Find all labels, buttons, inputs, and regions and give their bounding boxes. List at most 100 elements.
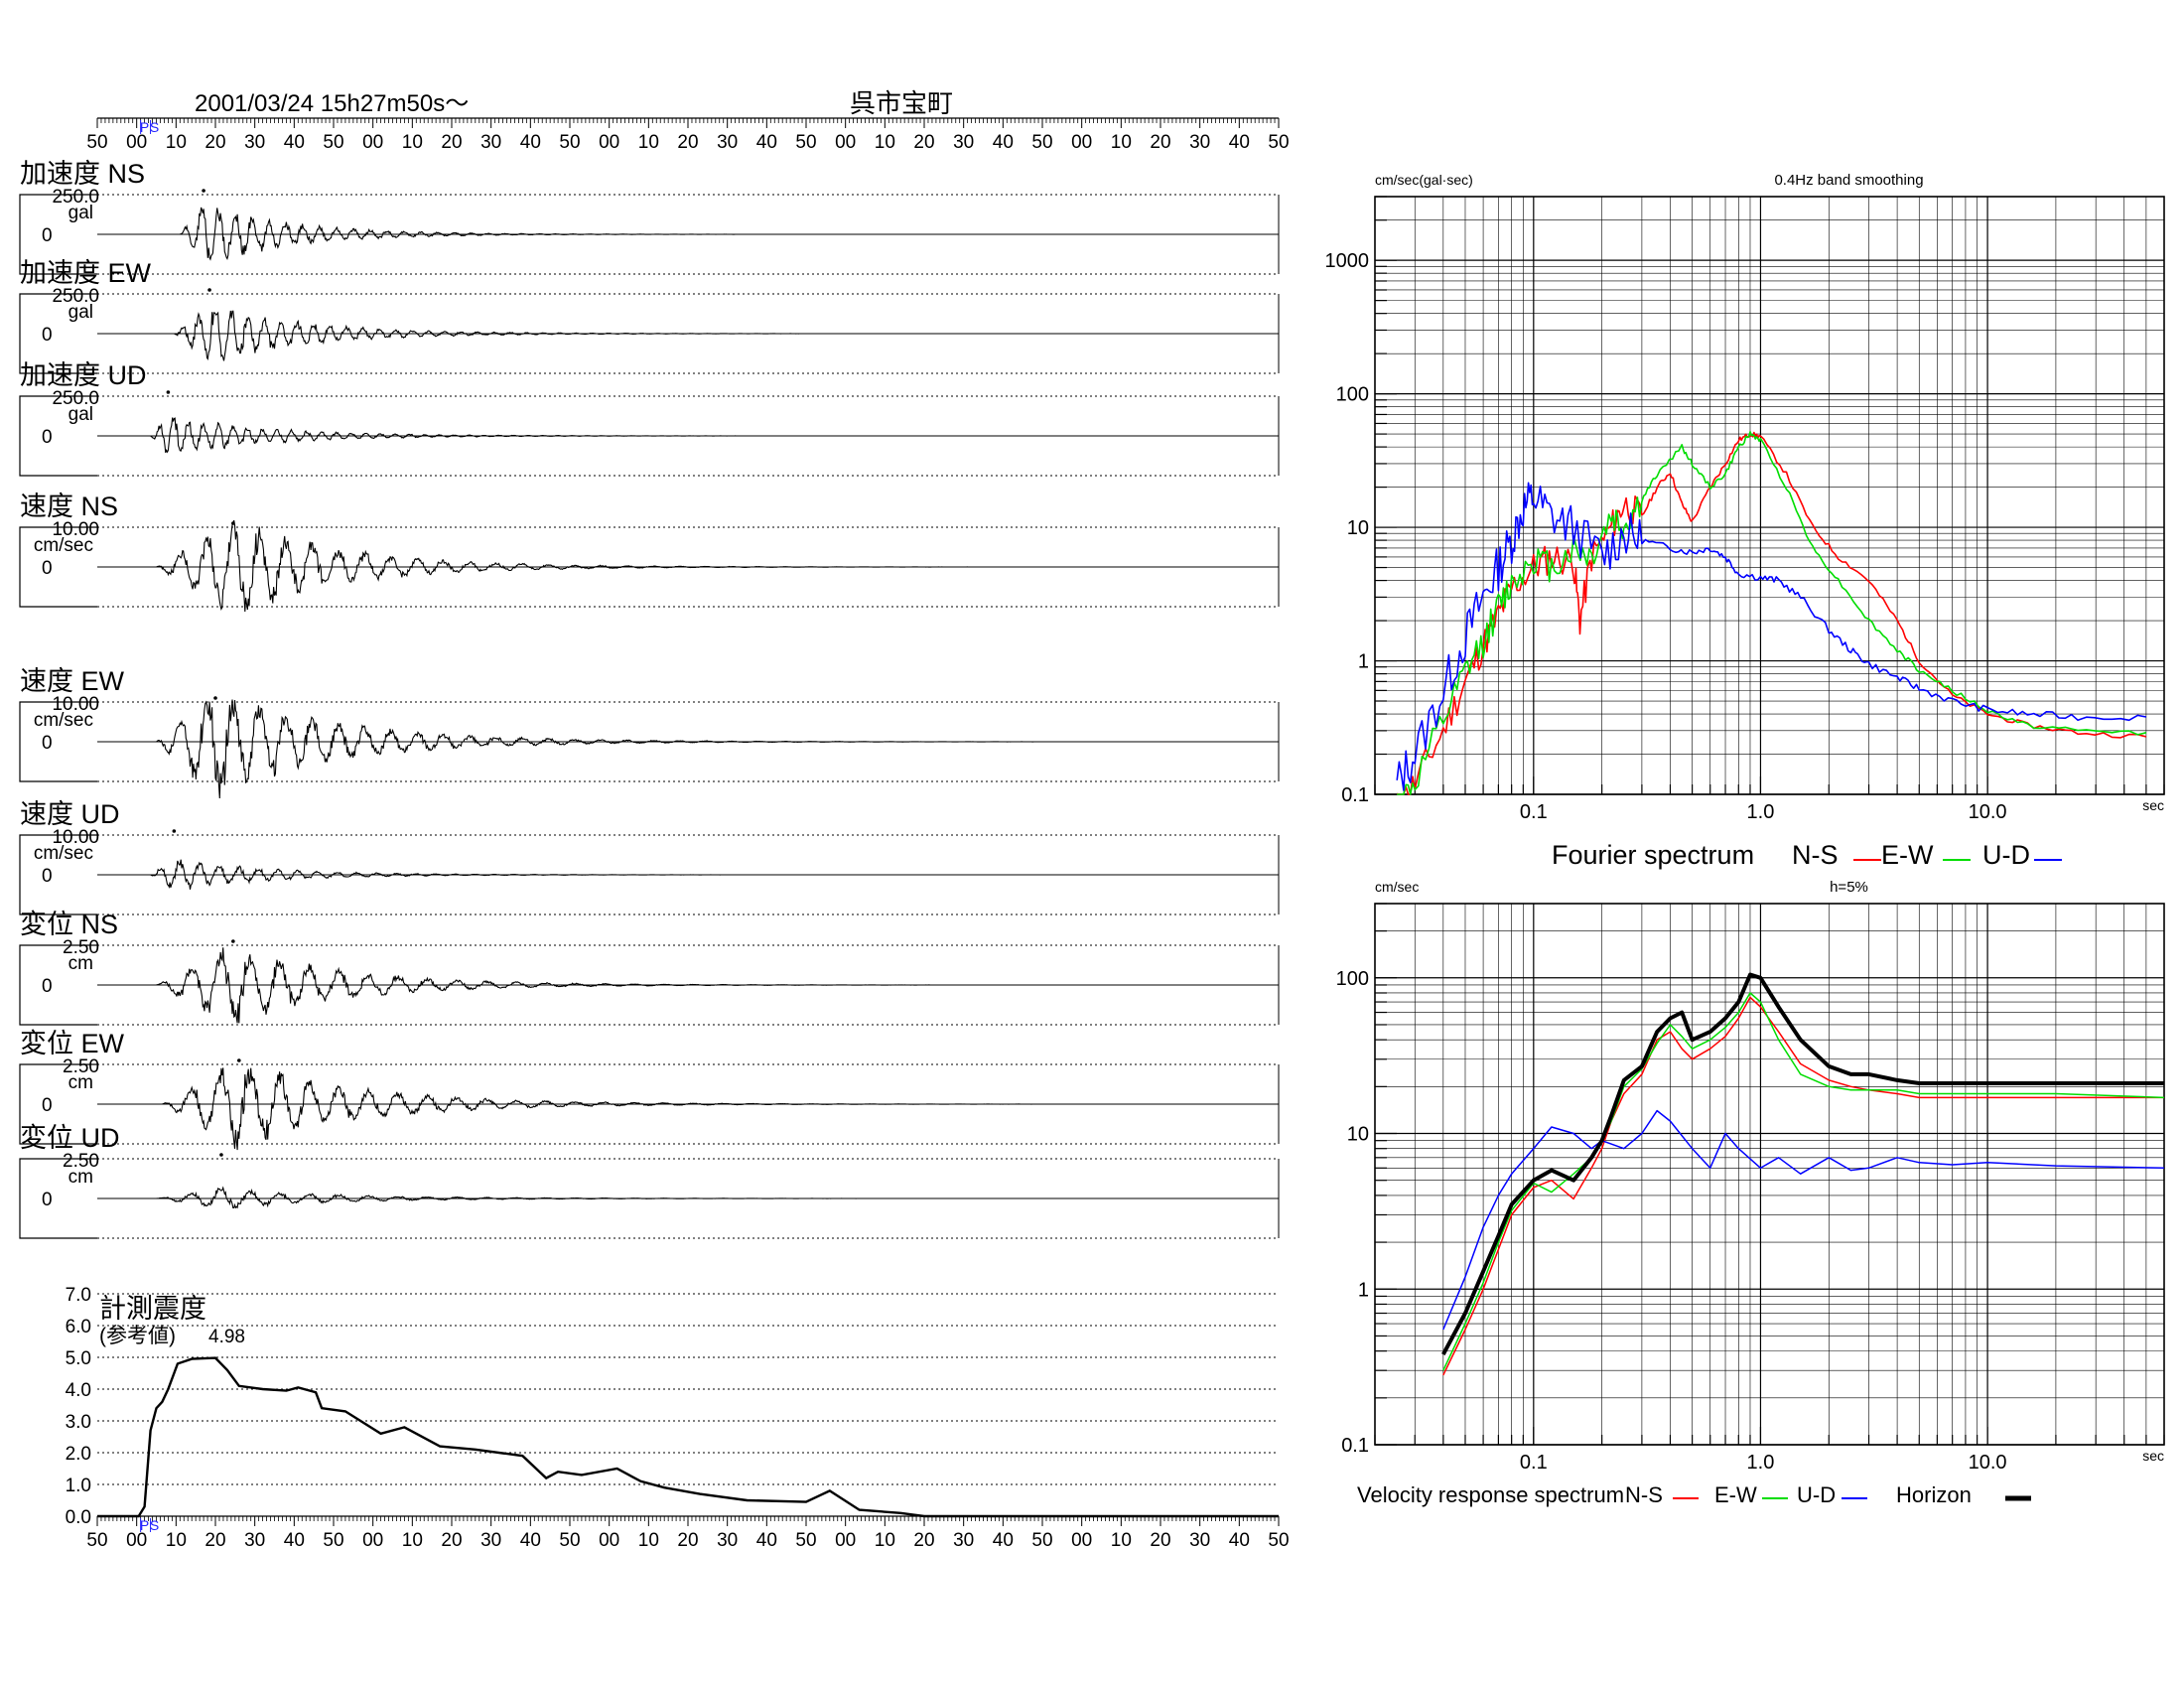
- waveform-title: 加速度 UD: [20, 360, 147, 390]
- spectrum-x-tick-label: 0.1: [1520, 1452, 1548, 1474]
- intensity-curve: [97, 1356, 1279, 1518]
- time-axis-tick-label: 40: [284, 1530, 305, 1551]
- p-wave-marker: P: [140, 1517, 149, 1533]
- spectrum-y-tick-label: 0.1: [1341, 1435, 1369, 1457]
- time-axis-tick-label: 30: [717, 1530, 738, 1551]
- waveform-bracket: [19, 293, 97, 374]
- spectrum-x-tick-label: 0.1: [1520, 801, 1548, 823]
- waveform-bracket: [19, 701, 97, 782]
- waveform-unit: gal: [68, 203, 93, 223]
- time-axis-tick-label: 10: [1111, 132, 1132, 153]
- waveform-unit: cm/sec: [34, 843, 93, 864]
- waveform-bracket: [19, 395, 97, 477]
- waveform-title: 速度 EW: [20, 666, 125, 696]
- waveform-title: 変位 EW: [20, 1029, 125, 1058]
- time-axis-tick-label: 40: [756, 132, 777, 153]
- time-axis-bottom: 50 00 10 20 30 40 50 00 10 20 30 40 50 00 10 20 30 40 50 00…: [86, 1515, 1290, 1551]
- waveform-trace: [97, 1186, 1279, 1209]
- time-axis-tick-label: 40: [993, 132, 1014, 153]
- spectrum-y-tick-label: 100: [1336, 968, 1369, 990]
- p-wave-marker: P: [140, 119, 149, 135]
- time-axis-tick-label: 30: [953, 132, 974, 153]
- time-axis-tick-label: 40: [520, 132, 541, 153]
- spectrum-y-label: cm/sec(gal·sec): [1375, 172, 1473, 188]
- spectrum-top-note: h=5%: [1830, 879, 1868, 896]
- time-axis-tick-label: 00: [599, 132, 619, 153]
- time-axis-tick-label: 50: [86, 132, 107, 153]
- fourier-legend-label: E-W: [1881, 840, 1934, 870]
- waveform-title: 速度 UD: [20, 799, 120, 829]
- intensity-tick-label: 1.0: [66, 1476, 91, 1496]
- waveform-unit: gal: [68, 404, 93, 425]
- time-axis-tick-label: 50: [559, 1530, 580, 1551]
- time-axis-tick-label: 50: [1031, 1530, 1052, 1551]
- time-axis-tick-label: 50: [559, 132, 580, 153]
- time-axis-tick-label: 20: [913, 132, 934, 153]
- intensity-tick-label: 3.0: [66, 1412, 91, 1433]
- time-axis-tick-label: 20: [1150, 132, 1170, 153]
- time-axis-tick-label: 30: [480, 132, 501, 153]
- time-axis-tick-label: 30: [1189, 1530, 1210, 1551]
- time-axis-tick-label: 00: [835, 132, 856, 153]
- waveform-max-label: 2.50: [63, 1151, 99, 1172]
- velocity-legend-label: Horizon: [1896, 1482, 1972, 1507]
- spectrum-series-line: [1396, 482, 2147, 791]
- time-axis-tick-label: 40: [1229, 132, 1250, 153]
- spectrum-x-tick-label: 10.0: [1969, 1452, 2007, 1474]
- time-axis-tick-label: 50: [795, 132, 816, 153]
- waveform-trace: [97, 519, 1279, 613]
- time-axis-tick-label: 40: [993, 1530, 1014, 1551]
- waveform-max-label: 250.0: [52, 286, 99, 307]
- time-axis-tick-label: 50: [86, 1530, 107, 1551]
- spectrum-y-tick-label: 1000: [1325, 250, 1370, 272]
- spectrum-y-tick-label: 10: [1347, 1124, 1369, 1146]
- waveform-max-label: 250.0: [52, 388, 99, 409]
- waveform-bracket: [19, 526, 97, 608]
- time-axis-tick-label: 40: [756, 1530, 777, 1551]
- time-axis-tick-label: 20: [913, 1530, 934, 1551]
- time-axis-tick-label: 10: [875, 1530, 895, 1551]
- velocity-legend-label: N-S: [1625, 1482, 1663, 1507]
- waveform-unit: cm/sec: [34, 535, 93, 556]
- waveform-bracket: [19, 834, 97, 915]
- waveform-peak-dot: [213, 696, 217, 700]
- spectrum-x-tick-label: 1.0: [1747, 801, 1775, 823]
- waveform-peak-dot: [219, 1153, 223, 1157]
- waveform-trace: [97, 1067, 1279, 1151]
- time-axis-tick-label: 40: [520, 1530, 541, 1551]
- waveform-unit: gal: [68, 302, 93, 323]
- waveform-title: 変位 UD: [20, 1123, 120, 1153]
- s-wave-marker: S: [150, 119, 159, 135]
- waveform-peak-dot: [237, 1058, 241, 1062]
- time-axis-tick-label: 50: [323, 1530, 343, 1551]
- fourier-legend-title: Fourier spectrum: [1552, 840, 1754, 870]
- spectrum-frame: [1374, 196, 2165, 795]
- waveform-zero-label: 0: [42, 976, 53, 997]
- spectrum-chart-1: 0.1 1.0 10.0 0.1 1 10 100 cm/sec h=5% sec: [1336, 879, 2165, 1474]
- waveform-trace: [97, 207, 1279, 261]
- time-axis-tick-label: 10: [1111, 1530, 1132, 1551]
- waveform-trace: [97, 947, 1279, 1024]
- waveform-max-label: 2.50: [63, 1056, 99, 1077]
- waveform-unit: cm: [68, 1072, 93, 1093]
- waveform-peak-dot: [231, 939, 235, 943]
- time-axis-tick-label: 10: [166, 1530, 187, 1551]
- waveform-bracket: [19, 1063, 97, 1145]
- fourier-legend-label: N-S: [1792, 840, 1839, 870]
- time-axis-tick-label: 10: [166, 132, 187, 153]
- time-axis-tick-label: 50: [795, 1530, 816, 1551]
- spectrum-series-line: [1442, 992, 2165, 1371]
- time-axis-tick-label: 10: [638, 1530, 659, 1551]
- time-axis-tick-label: 50: [1031, 132, 1052, 153]
- time-axis-tick-label: 40: [284, 132, 305, 153]
- waveform-title: 加速度 NS: [20, 159, 145, 189]
- intensity-tick-label: 5.0: [66, 1348, 91, 1369]
- waveform-zero-label: 0: [42, 1095, 53, 1116]
- time-axis-tick-label: 20: [677, 1530, 698, 1551]
- waveform-unit: cm: [68, 1167, 93, 1188]
